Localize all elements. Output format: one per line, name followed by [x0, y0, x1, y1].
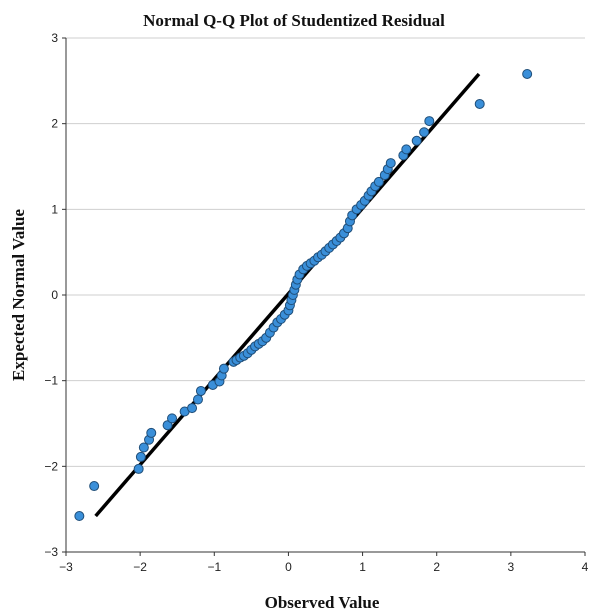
- x-axis-title: Observed Value: [265, 593, 380, 612]
- y-tick-label: 1: [51, 202, 58, 216]
- data-point: [187, 403, 198, 414]
- y-tick-label: −3: [44, 545, 58, 559]
- x-tick-label: 0: [285, 560, 292, 574]
- x-tick-label: −2: [133, 560, 147, 574]
- data-point: [146, 427, 157, 438]
- data-point: [424, 116, 435, 127]
- reference-line: [94, 72, 481, 518]
- x-tick-label: 2: [433, 560, 440, 574]
- x-tick-label: −3: [59, 560, 73, 574]
- data-point: [162, 420, 173, 431]
- data-point: [192, 394, 203, 405]
- data-point: [474, 98, 485, 109]
- data-point: [401, 144, 412, 155]
- y-tick-label: −2: [44, 459, 58, 473]
- tick-labels: −3 −2 −1 0 1 2 3 4 −3 −2 −1 0 1 2 3: [44, 31, 588, 574]
- y-tick-label: −1: [44, 374, 58, 388]
- data-point: [74, 511, 85, 522]
- y-tick-label: 3: [51, 31, 58, 45]
- y-axis-title: Expected Normal Value: [9, 209, 28, 381]
- axes: [62, 37, 586, 556]
- x-tick-label: 4: [582, 560, 589, 574]
- y-tick-label: 2: [51, 117, 58, 131]
- grid-lines: [66, 37, 585, 467]
- data-point: [133, 463, 144, 474]
- data-point: [419, 127, 430, 138]
- data-point: [385, 158, 396, 169]
- data-point: [89, 481, 100, 492]
- x-tick-label: 3: [508, 560, 515, 574]
- data-point: [135, 451, 146, 462]
- data-points: [74, 68, 533, 522]
- reference-line-layer: [94, 72, 481, 518]
- data-point: [373, 176, 384, 187]
- chart-title: Normal Q-Q Plot of Studentized Residual: [143, 11, 445, 30]
- data-point: [167, 413, 178, 424]
- data-point: [138, 442, 149, 453]
- y-tick-label: 0: [51, 288, 58, 302]
- data-point: [411, 135, 422, 146]
- x-tick-label: 1: [359, 560, 366, 574]
- data-point: [522, 68, 533, 79]
- data-point: [218, 363, 229, 374]
- x-tick-label: −1: [207, 560, 221, 574]
- data-point: [195, 385, 206, 396]
